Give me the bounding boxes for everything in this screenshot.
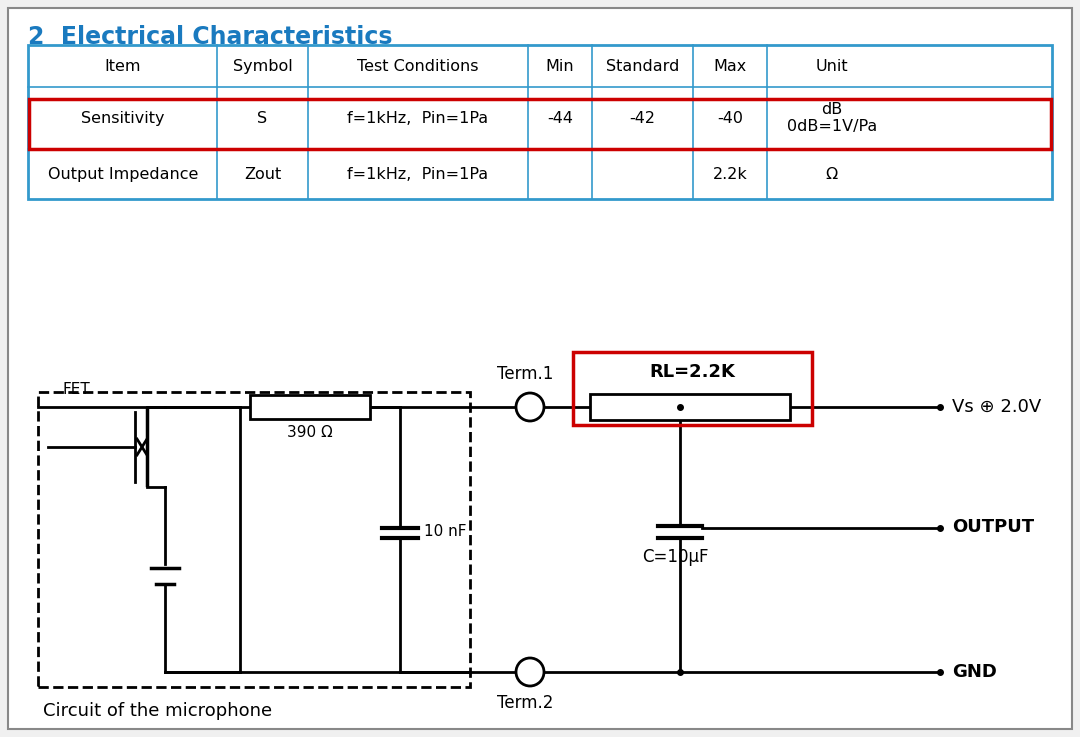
Bar [28, 45, 1052, 199]
Text: Term.2: Term.2 [497, 694, 553, 712]
Text: Zout: Zout [244, 167, 281, 181]
Text: +: + [523, 397, 538, 415]
Text: Test Conditions: Test Conditions [356, 58, 478, 74]
Text: GND: GND [951, 663, 997, 681]
Text: f=1kHz,  Pin=1Pa: f=1kHz, Pin=1Pa [347, 167, 488, 181]
Text: f=1kHz,  Pin=1Pa: f=1kHz, Pin=1Pa [347, 111, 488, 125]
Circle shape [516, 393, 544, 421]
Text: Vs ⊕ 2.0V: Vs ⊕ 2.0V [951, 398, 1041, 416]
Text: C=10μF: C=10μF [642, 548, 708, 565]
Text: Sensitivity: Sensitivity [81, 111, 164, 125]
Text: 10 nF: 10 nF [424, 524, 467, 539]
Text: Output Impedance: Output Impedance [48, 167, 198, 181]
Text: S: S [257, 111, 268, 125]
Text: RL=2.2K: RL=2.2K [649, 363, 735, 381]
Bar [38, 392, 470, 687]
Text: Circuit of the microphone: Circuit of the microphone [43, 702, 272, 720]
Text: Standard: Standard [606, 58, 679, 74]
Text: Unit: Unit [815, 58, 848, 74]
Text: Term.1: Term.1 [497, 365, 553, 383]
Text: 390 Ω: 390 Ω [287, 425, 333, 440]
Text: −: − [522, 663, 538, 682]
Bar [573, 352, 812, 425]
Bar [29, 99, 1051, 149]
Text: Min: Min [545, 58, 575, 74]
Text: Ω: Ω [826, 167, 838, 181]
Text: OUTPUT: OUTPUT [951, 519, 1035, 537]
Text: -40: -40 [717, 111, 743, 125]
Bar [590, 394, 789, 420]
Text: Symbol: Symbol [232, 58, 293, 74]
Text: -42: -42 [630, 111, 656, 125]
Text: 2  Electrical Characteristics: 2 Electrical Characteristics [28, 25, 392, 49]
Text: 2.2k: 2.2k [713, 167, 747, 181]
Bar [249, 395, 370, 419]
Text: FET: FET [63, 382, 91, 397]
Text: Max: Max [713, 58, 746, 74]
Text: dB
0dB=1V/Pa: dB 0dB=1V/Pa [786, 102, 877, 134]
Circle shape [516, 658, 544, 686]
Text: Item: Item [105, 58, 141, 74]
Text: -44: -44 [546, 111, 573, 125]
